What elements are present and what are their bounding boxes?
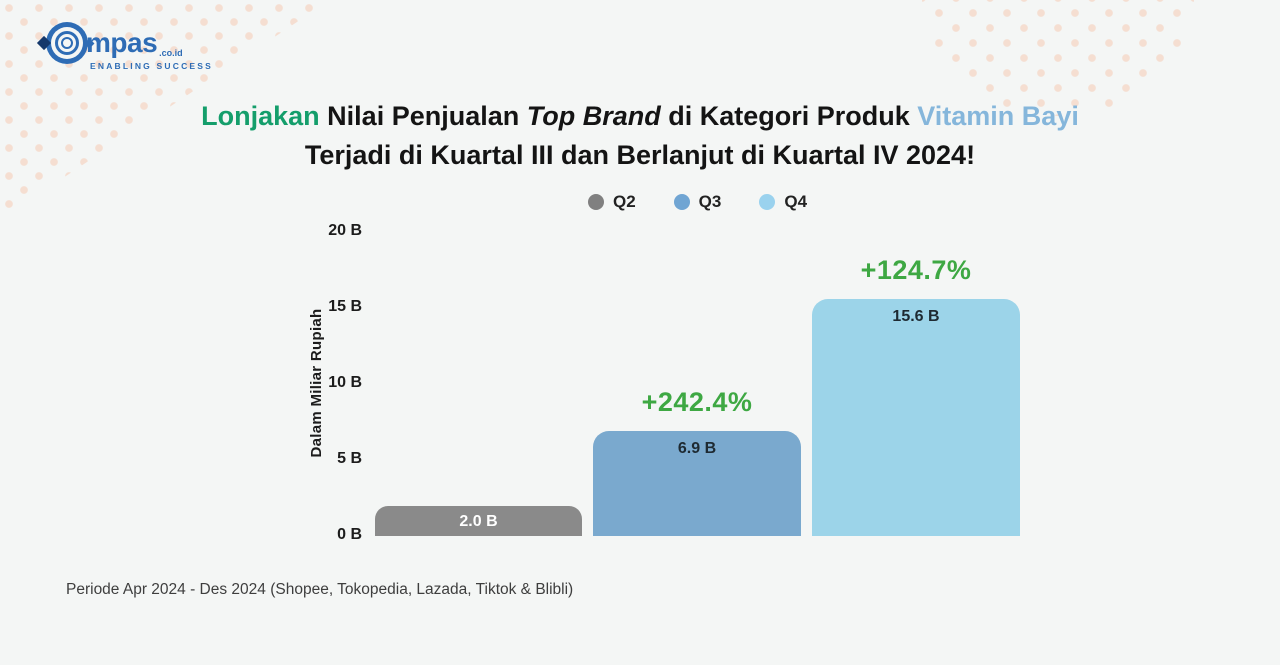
- growth-label-q3: +242.4%: [641, 387, 753, 417]
- y-tick-label: 0 B: [337, 526, 362, 543]
- y-tick-label: 15 B: [328, 298, 362, 315]
- compass-logo-icon: [36, 22, 95, 64]
- legend-label: Q4: [784, 192, 808, 211]
- title-segment-green: Lonjakan: [201, 101, 320, 131]
- compas-logo: mpas .co.id ENABLING SUCCESS: [36, 22, 214, 71]
- legend-dot-icon: [673, 194, 690, 210]
- legend-label: Q3: [698, 192, 722, 211]
- chart-title-line2: Terjadi di Kuartal III dan Berlanjut di …: [304, 140, 976, 170]
- growth-label-q4: +124.7%: [860, 255, 972, 285]
- y-tick-label: 5 B: [337, 450, 362, 467]
- chart-title-line1: Lonjakan Nilai Penjualan Top Brand di Ka…: [0, 97, 1280, 136]
- title-segment-black: Nilai Penjualan: [319, 101, 527, 131]
- legend-item-q2: Q2: [587, 192, 636, 212]
- legend-item-q3: Q3: [673, 192, 722, 212]
- y-tick-label: 10 B: [328, 374, 362, 391]
- compas-logo-row: mpas .co.id: [36, 22, 213, 64]
- y-axis-title: Dalam Miliar Rupiah: [308, 308, 325, 458]
- legend-item-q4: Q4: [759, 192, 807, 212]
- logo-brand-text: mpas: [86, 27, 158, 58]
- chart-legend: Q2 Q3 Q4: [375, 192, 1020, 212]
- compass-inner-ring: [55, 31, 79, 55]
- footer-note: Periode Apr 2024 - Des 2024 (Shopee, Tok…: [66, 581, 574, 598]
- bar-q2: [375, 506, 582, 536]
- legend-label: Q2: [612, 192, 636, 211]
- bar-value-label-q4: 15.6 B: [892, 308, 940, 325]
- bar-q4: [812, 299, 1020, 536]
- title-segment-italic: Top Brand: [526, 101, 661, 131]
- bar-value-label-q2: 2.0 B: [459, 512, 498, 530]
- legend-dot-icon: [587, 194, 604, 210]
- bar-value-label-q3: 6.9 B: [677, 440, 717, 457]
- logo-tagline: ENABLING SUCCESS: [90, 61, 214, 71]
- bar-q3: [593, 431, 801, 536]
- chart-title: Lonjakan Nilai Penjualan Top Brand di Ka…: [0, 97, 1280, 175]
- logo-suffix-text: .co.id: [159, 48, 183, 58]
- compass-center: [61, 37, 73, 49]
- legend-dot-icon: [759, 194, 776, 210]
- title-segment-black: di Kategori Produk: [660, 101, 918, 131]
- title-segment-blue: Vitamin Bayi: [917, 101, 1079, 131]
- y-tick-label: 20 B: [328, 222, 362, 239]
